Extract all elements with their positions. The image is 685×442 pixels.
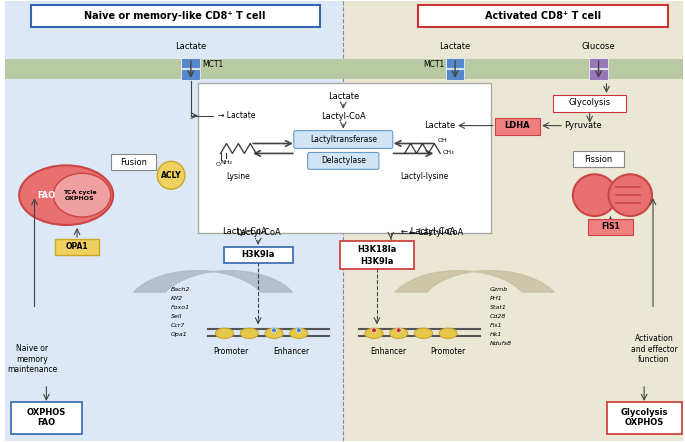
FancyBboxPatch shape (589, 57, 608, 69)
Text: Delactylase: Delactylase (321, 156, 366, 165)
FancyBboxPatch shape (198, 83, 490, 233)
Text: H3K18la: H3K18la (358, 245, 397, 254)
Text: H3K9la: H3K9la (360, 257, 394, 266)
Text: Activated CD8⁺ T cell: Activated CD8⁺ T cell (485, 11, 601, 21)
Text: Fusion: Fusion (120, 158, 147, 167)
Text: MCT1: MCT1 (202, 61, 223, 69)
Text: Activation
and effector
function: Activation and effector function (631, 334, 677, 364)
Text: Lactyl-CoA: Lactyl-CoA (236, 229, 281, 237)
Text: Lactyltransferase: Lactyltransferase (310, 135, 377, 144)
Ellipse shape (365, 328, 383, 339)
FancyBboxPatch shape (340, 241, 414, 269)
FancyBboxPatch shape (446, 69, 464, 80)
Text: → Lactate: → Lactate (218, 111, 255, 120)
Text: Fission: Fission (584, 155, 612, 164)
FancyBboxPatch shape (182, 57, 200, 69)
Text: ← Lactyl-CoA: ← Lactyl-CoA (409, 229, 464, 237)
Circle shape (271, 328, 277, 333)
Text: Promoter: Promoter (213, 347, 248, 356)
Text: Sell: Sell (171, 314, 182, 319)
Text: NH₂: NH₂ (221, 160, 232, 165)
Text: Lactyl-CoA: Lactyl-CoA (321, 112, 366, 121)
Text: ACLY: ACLY (161, 171, 182, 180)
Text: Opa1: Opa1 (171, 332, 188, 337)
FancyBboxPatch shape (589, 69, 608, 80)
Polygon shape (5, 1, 343, 441)
Ellipse shape (390, 328, 408, 339)
FancyBboxPatch shape (446, 57, 464, 69)
FancyBboxPatch shape (553, 95, 626, 112)
Text: Ndufs8: Ndufs8 (490, 341, 512, 346)
Text: O: O (216, 162, 221, 167)
Ellipse shape (240, 328, 258, 339)
FancyBboxPatch shape (31, 5, 319, 27)
Text: CH₃: CH₃ (443, 150, 454, 155)
Circle shape (296, 328, 301, 333)
Text: Lactate: Lactate (440, 42, 471, 51)
Text: Enhancer: Enhancer (371, 347, 407, 356)
Text: OXPHOS
FAO: OXPHOS FAO (27, 408, 66, 427)
Text: Stat1: Stat1 (490, 305, 507, 310)
FancyBboxPatch shape (223, 247, 292, 263)
Ellipse shape (216, 328, 234, 339)
Text: Prf1: Prf1 (490, 296, 502, 301)
Text: Cd28: Cd28 (490, 314, 506, 319)
Text: Klf2: Klf2 (171, 296, 183, 301)
FancyBboxPatch shape (308, 152, 379, 169)
FancyBboxPatch shape (588, 219, 633, 235)
Ellipse shape (19, 165, 113, 225)
FancyBboxPatch shape (111, 154, 156, 170)
Circle shape (396, 328, 401, 333)
Ellipse shape (265, 328, 283, 339)
Text: Bach2: Bach2 (171, 287, 190, 292)
Text: Glucose: Glucose (582, 42, 615, 51)
Ellipse shape (439, 328, 457, 339)
Text: MCT1: MCT1 (423, 61, 444, 69)
Text: Lactate: Lactate (424, 121, 455, 130)
Circle shape (158, 161, 185, 189)
Polygon shape (5, 59, 683, 79)
FancyBboxPatch shape (11, 402, 82, 434)
Text: Hk1: Hk1 (490, 332, 502, 337)
Text: Gzmb: Gzmb (490, 287, 508, 292)
Ellipse shape (573, 174, 616, 216)
Text: Naive or memory-like CD8⁺ T cell: Naive or memory-like CD8⁺ T cell (84, 11, 266, 21)
Text: OH: OH (437, 138, 447, 143)
FancyBboxPatch shape (182, 69, 200, 80)
Text: Naive or
memory
maintenance: Naive or memory maintenance (8, 344, 58, 374)
Text: Lactate: Lactate (327, 92, 359, 101)
Text: OPA1: OPA1 (66, 242, 88, 251)
Ellipse shape (414, 328, 432, 339)
Text: H3K9la: H3K9la (242, 250, 275, 259)
Text: TCA cycle
OXPHOS: TCA cycle OXPHOS (63, 190, 97, 201)
Text: Fis1: Fis1 (490, 323, 502, 328)
Text: Ccr7: Ccr7 (171, 323, 186, 328)
Text: Pyruvate: Pyruvate (564, 121, 601, 130)
Text: Lactyl-lysine: Lactyl-lysine (400, 172, 449, 181)
Polygon shape (343, 1, 683, 441)
Text: Promoter: Promoter (431, 347, 466, 356)
Text: Glycolysis
OXPHOS: Glycolysis OXPHOS (621, 408, 668, 427)
Text: Glycolysis: Glycolysis (569, 98, 611, 107)
Ellipse shape (290, 328, 308, 339)
FancyBboxPatch shape (419, 5, 668, 27)
FancyBboxPatch shape (55, 239, 99, 255)
Text: ← Lactyl-CoA: ← Lactyl-CoA (401, 228, 455, 236)
FancyBboxPatch shape (495, 118, 540, 134)
Text: FAO: FAO (37, 191, 55, 200)
Text: Lactyl-CoA: Lactyl-CoA (223, 228, 267, 236)
FancyBboxPatch shape (606, 402, 682, 434)
Text: Foxo1: Foxo1 (171, 305, 190, 310)
Ellipse shape (608, 174, 652, 216)
Ellipse shape (53, 173, 111, 217)
Text: FIS1: FIS1 (601, 222, 620, 232)
Text: LDHA: LDHA (505, 121, 530, 130)
Text: Enhancer: Enhancer (274, 347, 310, 356)
FancyBboxPatch shape (294, 130, 393, 149)
Text: Lactate: Lactate (175, 42, 206, 51)
Text: Lysine: Lysine (227, 172, 250, 181)
FancyBboxPatch shape (573, 152, 624, 168)
Circle shape (371, 328, 377, 333)
